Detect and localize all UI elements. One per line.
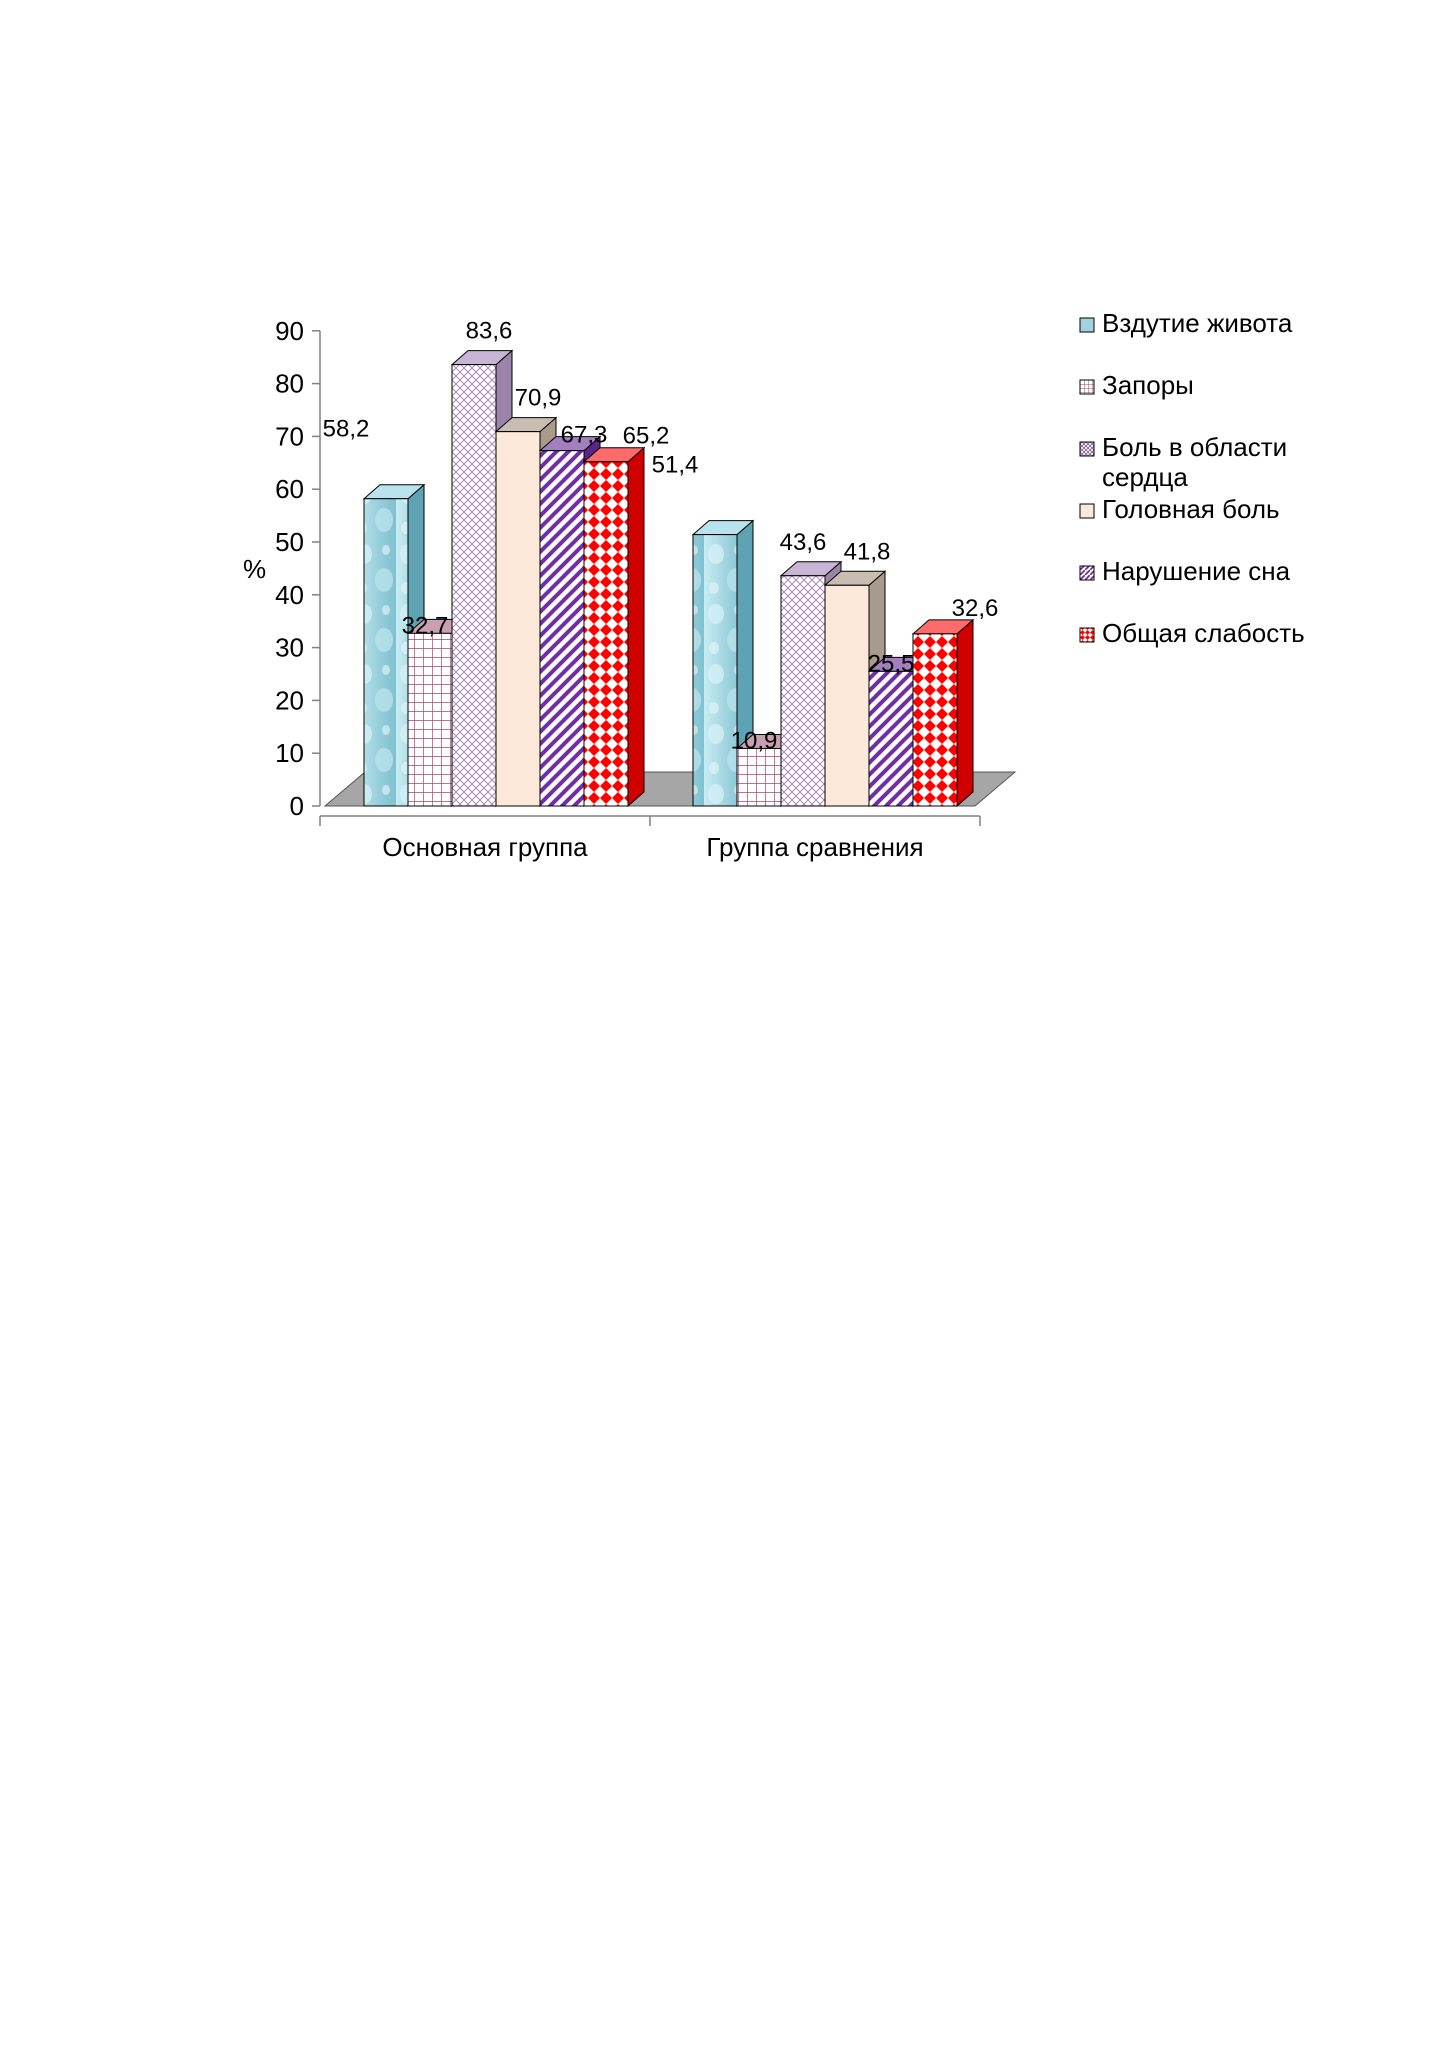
y-tick-label: 40 <box>275 580 304 610</box>
y-axis: 0 10 20 30 40 50 60 70 80 90% <box>243 316 321 821</box>
bar <box>582 446 646 808</box>
data-label: 10,9 <box>731 727 778 754</box>
y-tick-label: 20 <box>275 685 304 715</box>
bar-front <box>363 498 409 807</box>
data-label: 58,2 <box>323 416 370 443</box>
bar-front <box>780 575 826 807</box>
data-label: 41,8 <box>844 538 891 565</box>
bar-front <box>912 633 958 807</box>
data-label: 67,3 <box>561 422 608 449</box>
y-tick-label: 0 <box>290 791 304 821</box>
legend-item: Вздутие живота <box>1079 308 1293 338</box>
data-label: 70,9 <box>515 385 562 412</box>
legend-item: Боль в области сердца <box>1079 432 1287 492</box>
bar-front <box>868 670 914 807</box>
y-tick-label: 90 <box>275 316 304 346</box>
bar-front <box>495 431 541 807</box>
legend-item: Головная боль <box>1079 494 1280 524</box>
bar-front <box>539 450 585 807</box>
x-category-label: Основная группа <box>382 832 588 862</box>
y-axis-label: % <box>243 554 266 584</box>
legend-label: Головная боль <box>1102 494 1280 524</box>
bar-front <box>736 747 782 807</box>
data-label: 32,7 <box>402 612 449 639</box>
y-tick-label: 60 <box>275 474 304 504</box>
y-tick-label: 50 <box>275 527 304 557</box>
legend-swatch <box>1079 379 1095 395</box>
data-label: 65,2 <box>623 423 670 450</box>
legend-item: Запоры <box>1079 370 1194 400</box>
data-labels: 58,2 51,4 32,7 10,9 83,6 43,6 70,9 41,8 67,3 25,5… <box>323 318 999 755</box>
y-tick-label: 80 <box>275 369 304 399</box>
legend-label: Общая слабость <box>1102 618 1305 648</box>
y-tick-label: 30 <box>275 633 304 663</box>
legend-item: Нарушение сна <box>1079 556 1291 586</box>
data-label: 43,6 <box>780 529 827 556</box>
legend-swatch <box>1079 627 1095 643</box>
data-label: 83,6 <box>466 318 513 345</box>
data-label: 25,5 <box>868 650 915 677</box>
y-tick-label: 70 <box>275 421 304 451</box>
legend-label: Боль в области сердца <box>1102 432 1287 492</box>
bar-side <box>956 618 974 808</box>
bar-front <box>692 534 738 807</box>
x-category-label: Группа сравнения <box>706 832 923 862</box>
legend-label: Запоры <box>1102 370 1194 400</box>
legend-label: Нарушение сна <box>1102 556 1291 586</box>
bar <box>691 519 755 808</box>
legend-swatch <box>1079 565 1095 581</box>
legend-swatch <box>1079 317 1095 333</box>
bar-front <box>407 632 453 807</box>
y-tick-label: 10 <box>275 738 304 768</box>
bar <box>911 618 975 808</box>
legend-swatch <box>1079 503 1095 519</box>
data-label: 51,4 <box>652 452 699 479</box>
bar-front <box>451 364 497 807</box>
bar-side <box>627 446 645 808</box>
bar-front <box>583 461 629 807</box>
legend-label: Вздутие живота <box>1102 308 1293 338</box>
legend-swatch <box>1079 441 1095 457</box>
data-label: 32,6 <box>952 595 999 622</box>
bar-front <box>824 584 870 807</box>
legend: Вздутие живота Запоры Боль в области сердца… <box>1079 308 1305 648</box>
x-axis: Основная группа Группа сравнения <box>319 815 981 862</box>
bars <box>362 349 975 808</box>
legend-item: Общая слабость <box>1079 618 1305 648</box>
